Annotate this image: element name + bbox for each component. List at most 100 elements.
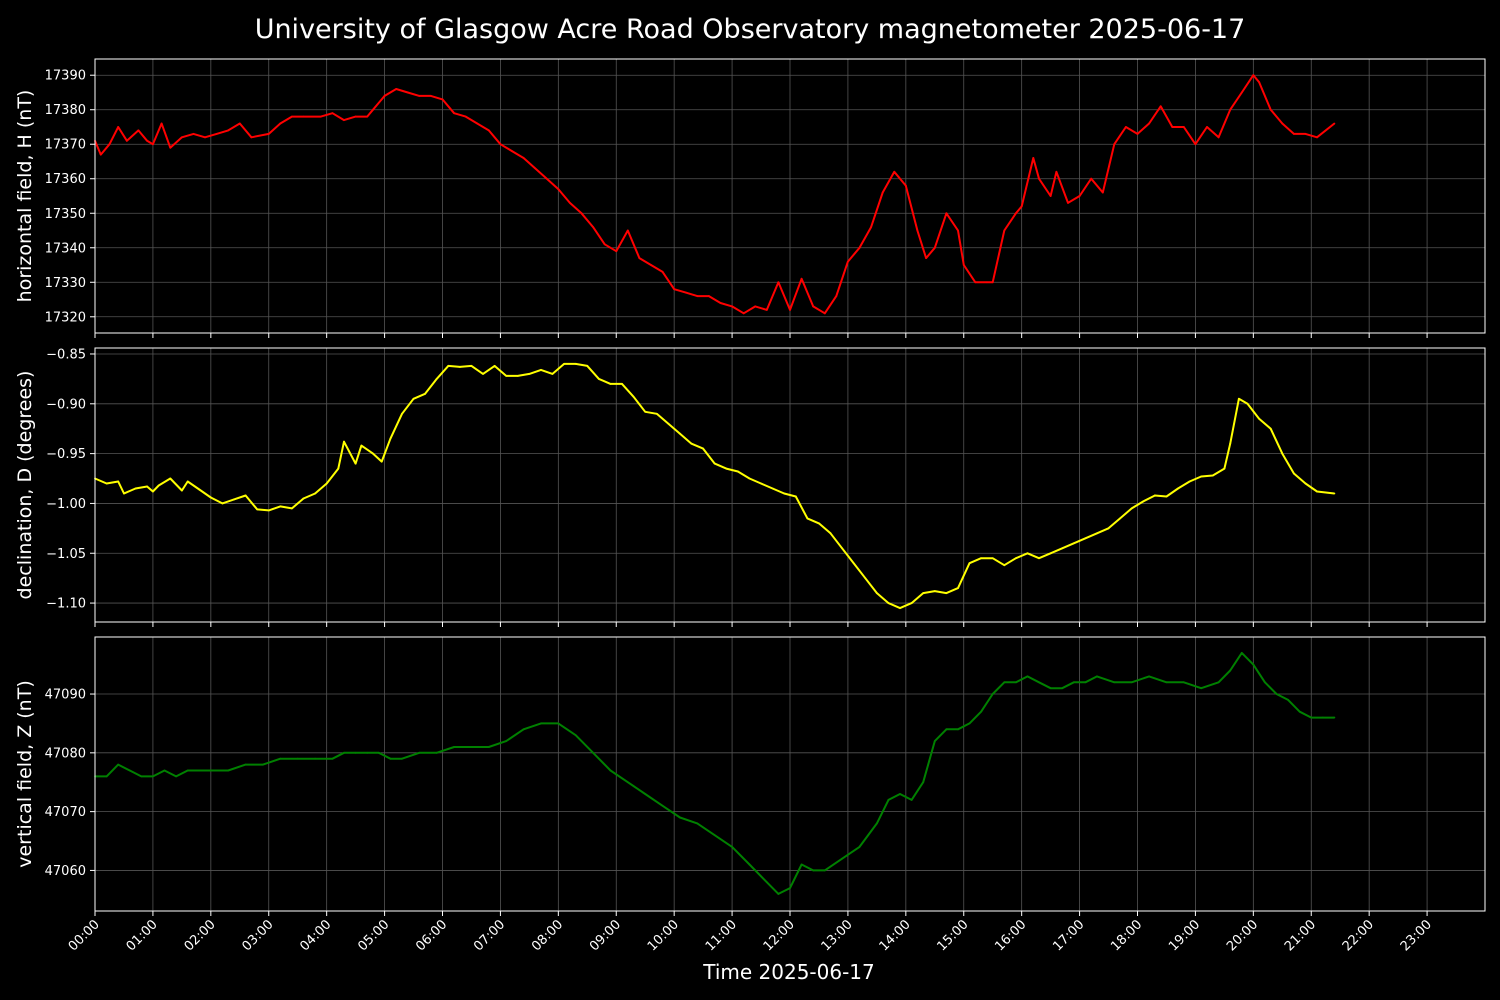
data-point	[852, 562, 855, 565]
data-point	[1136, 132, 1139, 135]
data-point	[435, 377, 438, 380]
data-point	[354, 751, 357, 754]
x-tick-label: 22:00	[1340, 917, 1377, 954]
data-point	[910, 798, 913, 801]
data-point	[354, 462, 357, 465]
data-point	[117, 763, 120, 766]
y-tick-label: 17360	[45, 172, 86, 187]
data-point	[551, 373, 554, 375]
data-point	[1281, 452, 1284, 455]
x-tick-label: 18:00	[1108, 917, 1145, 954]
data-point	[134, 487, 137, 490]
data-point	[922, 781, 925, 784]
x-tick-label: 07:00	[471, 917, 508, 954]
data-point	[169, 477, 172, 480]
data-point	[933, 740, 936, 742]
data-point	[1038, 681, 1040, 684]
data-point	[725, 467, 728, 470]
data-point	[186, 480, 189, 483]
data-point	[684, 291, 687, 294]
data-point	[1246, 402, 1249, 405]
data-point	[910, 602, 913, 604]
data-point	[1014, 681, 1017, 684]
data-point	[267, 509, 270, 512]
data-point	[580, 212, 583, 215]
data-point	[186, 769, 189, 772]
data-point	[1229, 442, 1232, 445]
data-point	[99, 153, 102, 156]
data-point	[389, 437, 392, 440]
y-tick-label: 47070	[45, 805, 86, 820]
data-point	[227, 129, 230, 132]
data-point	[968, 722, 971, 725]
y-tick-label: 17320	[45, 310, 86, 325]
data-point	[522, 728, 525, 731]
y-axis-label: horizontal field, H (nT)	[14, 90, 36, 303]
data-point	[696, 822, 699, 825]
data-point	[991, 693, 994, 695]
data-point	[1003, 564, 1006, 567]
x-tick-label: 14:00	[877, 917, 914, 954]
data-point	[789, 308, 791, 311]
x-axis-label: Time 2025-06-17	[703, 960, 875, 984]
x-tick-label: 03:00	[239, 917, 276, 954]
data-point	[331, 757, 334, 760]
data-point	[1333, 122, 1336, 125]
data-point	[899, 793, 901, 795]
data-point	[1153, 494, 1156, 497]
x-tick-label: 21:00	[1282, 917, 1319, 954]
data-point	[522, 157, 525, 159]
data-point	[108, 143, 111, 146]
data-point	[870, 226, 872, 228]
data-point	[957, 229, 959, 232]
data-point	[823, 312, 826, 315]
data-point	[1211, 474, 1214, 477]
data-point	[847, 260, 849, 263]
data-point	[412, 397, 415, 400]
data-point	[986, 281, 988, 284]
plot-frame-1	[94, 347, 1486, 623]
data-point	[875, 822, 878, 825]
data-point	[1264, 681, 1266, 684]
data-point	[140, 775, 143, 778]
data-point	[238, 122, 241, 125]
y-tick-label: 17380	[45, 103, 86, 118]
data-point	[1119, 517, 1122, 520]
data-point	[380, 460, 383, 463]
data-point	[1316, 490, 1318, 493]
data-point	[337, 467, 340, 470]
data-point	[476, 122, 479, 125]
data-point	[957, 728, 959, 731]
data-point	[1055, 170, 1058, 173]
data-point	[661, 271, 664, 273]
data-point	[925, 257, 928, 260]
data-point	[679, 432, 681, 435]
data-point	[1148, 675, 1150, 678]
data-point	[314, 757, 316, 760]
y-axis-label: declination, D (degrees)	[14, 371, 36, 600]
data-point	[1061, 687, 1064, 690]
y-tick-label: 17350	[45, 207, 86, 222]
data-point	[221, 502, 224, 505]
y-tick-label: 47060	[45, 864, 86, 879]
data-point	[1321, 716, 1324, 719]
data-point	[574, 734, 577, 737]
x-tick-label: 04:00	[297, 917, 334, 954]
y-axis-label: vertical field, Z (nT)	[14, 680, 36, 868]
y-tick-label: 47080	[45, 746, 86, 761]
data-point	[818, 522, 820, 525]
data-point	[1113, 681, 1116, 684]
data-point	[160, 122, 163, 125]
data-point	[574, 363, 577, 365]
data-point	[1252, 663, 1255, 666]
data-point	[1020, 205, 1023, 208]
y-tick-label: −1.10	[46, 597, 86, 612]
data-point	[169, 146, 172, 149]
data-point	[592, 226, 594, 228]
data-point	[545, 177, 548, 180]
data-point	[1252, 74, 1255, 77]
data-point	[198, 488, 201, 491]
data-point	[777, 281, 780, 284]
data-point	[389, 757, 392, 760]
data-point	[418, 751, 421, 754]
